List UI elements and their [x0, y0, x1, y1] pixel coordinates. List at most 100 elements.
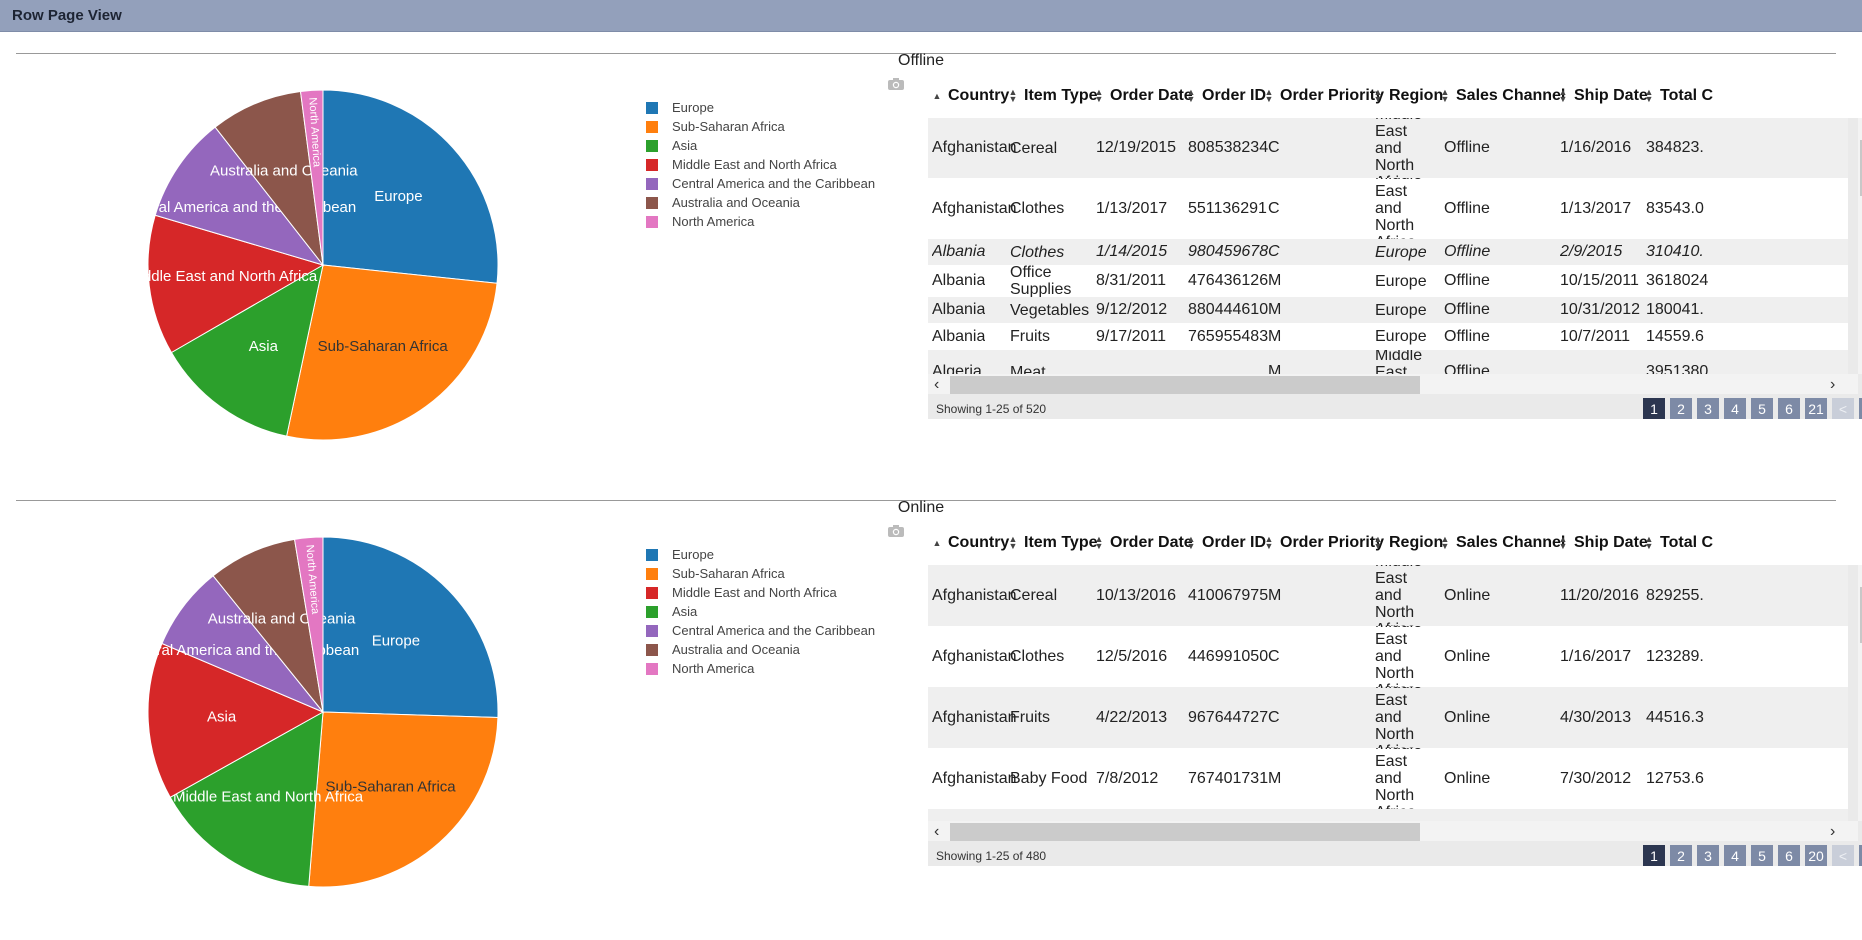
table-row[interactable]: Albania Office Supplies 8/31/2011 476436126…	[928, 265, 1848, 297]
page-button[interactable]: 4	[1724, 398, 1746, 419]
table-cell: 10/7/2011	[1560, 327, 1630, 345]
column-header[interactable]: ▲ ▼ Total C	[1644, 521, 1714, 565]
legend-item[interactable]: Middle East and North Africa	[646, 583, 875, 602]
vertical-scrollbar[interactable]: ⌃⌄	[1858, 565, 1862, 821]
page-button[interactable]: 5	[1751, 398, 1773, 419]
table-row[interactable]: Albania Fruits 9/17/2011 765955483 M Europe Of…	[928, 323, 1848, 350]
table-row[interactable]: Albania Clothes 1/14/2015 980459678 C Europe O…	[928, 239, 1848, 265]
pie-slice[interactable]	[147, 214, 325, 354]
scroll-left-icon[interactable]: ‹	[934, 823, 940, 840]
sort-icon: ▲ ▼	[1186, 534, 1196, 551]
page-button[interactable]: 3	[1697, 398, 1719, 419]
column-header[interactable]: ▲ ▼ Ship Date	[1558, 521, 1648, 565]
legend-item[interactable]: Europe	[646, 98, 875, 117]
table-body: AfghanistanCereal12/19/2015808538234CMid…	[928, 118, 1862, 374]
table-cell: Middle East and	[1375, 350, 1423, 374]
column-header[interactable]: ▲ ▼ Order Priority	[1264, 521, 1385, 565]
next-page-button[interactable]: >	[1859, 398, 1862, 419]
scrollbar-thumb[interactable]	[1860, 140, 1862, 196]
page-button[interactable]: 20	[1805, 845, 1827, 866]
table-cell: Clothes	[1010, 243, 1065, 261]
page-button[interactable]: 2	[1670, 845, 1692, 866]
next-page-button[interactable]: >	[1859, 845, 1862, 866]
column-header[interactable]: ▲ ▼ Order Date	[1094, 74, 1193, 118]
page-button[interactable]: 4	[1724, 845, 1746, 866]
pie-slice[interactable]	[212, 538, 324, 714]
scrollbar-thumb[interactable]	[1860, 587, 1862, 643]
column-header[interactable]: ▲ ▼ Total C	[1644, 74, 1714, 118]
table-row[interactable]: Algeria Meat M Middle East and Offline 395138…	[928, 350, 1848, 374]
legend-item[interactable]: Asia	[646, 136, 875, 155]
legend-item[interactable]: Europe	[646, 545, 875, 564]
scrollbar-thumb[interactable]	[950, 376, 1420, 394]
column-header[interactable]: ▲ ▼ Order Date	[1094, 521, 1193, 565]
column-header[interactable]: ▲ Country	[932, 521, 1010, 565]
column-header[interactable]: ▲ ▼ Sales Channel	[1440, 521, 1566, 565]
page-button[interactable]: 6	[1778, 845, 1800, 866]
table-row[interactable]: Albania Baby Food 9/28/2015 474222981L Europ…	[928, 809, 1848, 821]
prev-page-button[interactable]: <	[1832, 845, 1854, 866]
legend-item[interactable]: Central America and the Caribbean	[646, 621, 875, 640]
legend-item[interactable]: Central America and the Caribbean	[646, 174, 875, 193]
legend-item[interactable]: North America	[646, 212, 875, 231]
camera-icon[interactable]	[887, 77, 905, 91]
column-header[interactable]: ▲ ▼ Order Priority	[1264, 74, 1385, 118]
column-header[interactable]: ▲ Country	[932, 74, 1010, 118]
column-header[interactable]: ▲ ▼ Item Type	[1008, 521, 1098, 565]
pie-slice[interactable]	[286, 264, 498, 441]
legend-item[interactable]: Sub-Saharan Africa	[646, 117, 875, 136]
column-header-label: Region	[1389, 87, 1444, 104]
legend-item[interactable]: Australia and Oceania	[646, 640, 875, 659]
page-button[interactable]: 1	[1643, 398, 1665, 419]
pie-slice[interactable]	[154, 126, 325, 266]
table-cell: 10/15/2011	[1560, 272, 1639, 289]
column-header[interactable]: ▲ ▼ Order ID	[1186, 521, 1266, 565]
horizontal-scrollbar[interactable]: ‹ ›	[928, 821, 1858, 841]
scroll-left-icon[interactable]: ‹	[934, 376, 940, 393]
pie-slice[interactable]	[293, 536, 324, 713]
scroll-right-icon[interactable]: ›	[1830, 376, 1836, 393]
pie-slice[interactable]	[322, 536, 499, 719]
pie-slice[interactable]	[214, 90, 324, 267]
legend-item[interactable]: Australia and Oceania	[646, 193, 875, 212]
legend-item[interactable]: Middle East and North Africa	[646, 155, 875, 174]
legend-item[interactable]: Asia	[646, 602, 875, 621]
column-header[interactable]: ▲ ▼ Region	[1373, 74, 1444, 118]
prev-page-button[interactable]: <	[1832, 398, 1854, 419]
camera-icon[interactable]	[887, 524, 905, 538]
legend-item[interactable]: North America	[646, 659, 875, 678]
page-button[interactable]: 21	[1805, 398, 1827, 419]
column-header[interactable]: ▲ ▼ Item Type	[1008, 74, 1098, 118]
vertical-scrollbar[interactable]: ⌃⌄	[1858, 118, 1862, 374]
column-header[interactable]: ▲ ▼ Ship Date	[1558, 74, 1648, 118]
pie-slice[interactable]	[299, 89, 324, 266]
table-cell: 44516.3	[1646, 708, 1704, 726]
page-button[interactable]: 2	[1670, 398, 1692, 419]
pie-slice[interactable]	[322, 89, 499, 284]
table-cell: 474222981	[1188, 809, 1268, 821]
scroll-right-icon[interactable]: ›	[1830, 823, 1836, 840]
column-header[interactable]: ▲ ▼ Sales Channel	[1440, 74, 1566, 118]
page-button[interactable]: 1	[1643, 845, 1665, 866]
page-button[interactable]: 5	[1751, 845, 1773, 866]
column-header[interactable]: ▲ ▼ Region	[1373, 521, 1444, 565]
horizontal-scrollbar[interactable]: ‹ ›	[928, 374, 1858, 394]
pie-slice[interactable]	[308, 711, 499, 888]
table-cell: 446991050	[1188, 647, 1269, 665]
scrollbar-thumb[interactable]	[950, 823, 1420, 841]
table-row[interactable]: Albania Vegetables 9/12/2012 880444610 M Euro…	[928, 297, 1848, 323]
pie-slice[interactable]	[169, 711, 324, 887]
pie-slice[interactable]	[147, 642, 325, 798]
legend-item[interactable]: Sub-Saharan Africa	[646, 564, 875, 583]
page-button[interactable]: 6	[1778, 398, 1800, 419]
pie-slice[interactable]	[170, 264, 324, 437]
table-cell: Fruits	[1010, 709, 1050, 726]
page-button[interactable]: 3	[1697, 845, 1719, 866]
column-header[interactable]: ▲ ▼ Order ID	[1186, 74, 1266, 118]
